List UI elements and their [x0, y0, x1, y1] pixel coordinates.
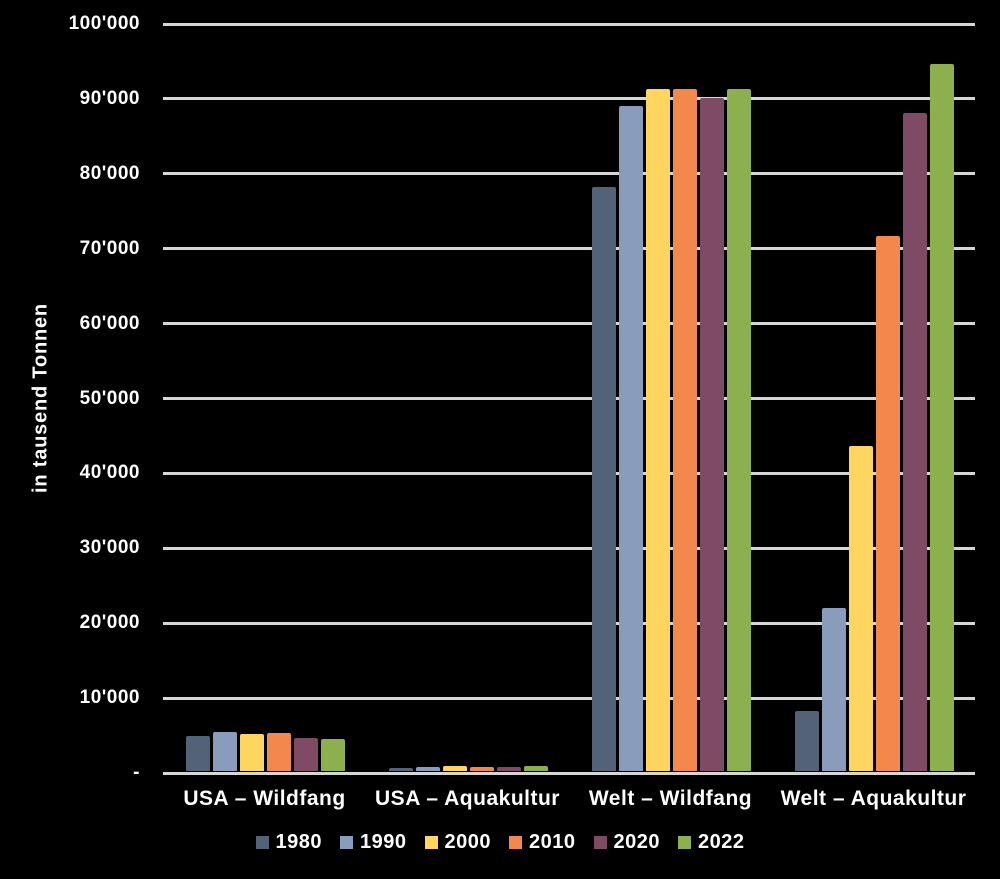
y-tick-label: 50'000 [79, 387, 140, 409]
y-tick-label: 20'000 [79, 612, 140, 634]
legend-label: 2000 [444, 831, 491, 853]
legend-swatch-icon [340, 835, 353, 849]
bar-1990-2 [415, 767, 440, 771]
x-category-label: Welt – Wildfang [588, 787, 753, 810]
legend-item-2022: 2022 [678, 831, 745, 853]
bar-1990-4 [821, 607, 846, 771]
bar-2020-1 [293, 738, 318, 771]
bar-1990-3 [618, 105, 643, 771]
bar-2000-1 [239, 734, 264, 771]
x-axis-baseline [163, 771, 975, 775]
legend-swatch-icon [678, 835, 691, 849]
legend-label: 2022 [698, 831, 745, 853]
gridline [163, 621, 975, 625]
legend-label: 1990 [360, 831, 407, 853]
legend-item-2020: 2020 [593, 831, 661, 853]
bar-2010-1 [266, 732, 291, 771]
bar-2022-1 [320, 739, 345, 771]
y-tick-label: 70'000 [79, 237, 140, 259]
y-tick-label: 10'000 [79, 687, 140, 709]
gridline [163, 22, 975, 26]
gridline [163, 97, 975, 101]
plot-area [163, 22, 975, 775]
gridline [163, 172, 975, 176]
bar-1980-1 [185, 735, 210, 771]
legend-item-1980: 1980 [255, 831, 323, 853]
bar-2000-3 [645, 89, 670, 771]
gridline [163, 322, 975, 326]
gridline [163, 696, 975, 700]
legend-item-2010: 2010 [509, 831, 576, 853]
y-tick-label: 40'000 [79, 462, 140, 484]
bar-2022-4 [929, 63, 954, 771]
y-tick-label: 30'000 [79, 537, 140, 559]
bar-1980-2 [388, 768, 413, 771]
legend: 1980 1990 2000 2010 2020 2022 [0, 831, 1000, 853]
bar-2020-3 [699, 98, 724, 771]
gridline [163, 397, 975, 400]
legend-label: 1980 [275, 831, 322, 853]
y-tick-label: 90'000 [79, 87, 140, 109]
y-tick-label: 60'000 [79, 312, 140, 334]
x-category-label: USA – Aquakultur [375, 787, 560, 810]
bar-2010-3 [672, 88, 697, 771]
legend-item-1990: 1990 [340, 831, 407, 853]
x-category-label: Welt – Aquakultur [780, 787, 967, 810]
bar-2020-2 [496, 767, 521, 771]
legend-label: 2020 [613, 831, 660, 853]
bar-2010-4 [875, 236, 900, 771]
legend-swatch-icon [424, 835, 438, 849]
bar-1980-4 [794, 711, 819, 771]
legend-item-2000: 2000 [424, 831, 492, 853]
legend-swatch-icon [593, 835, 607, 849]
legend-swatch-icon [509, 835, 522, 849]
y-tick-label: 80'000 [79, 162, 140, 184]
x-category-label: USA – Wildfang [183, 787, 346, 810]
bar-2022-3 [726, 89, 751, 771]
bar-2000-2 [442, 766, 467, 771]
y-tick-label: - [133, 762, 140, 783]
bar-2022-2 [523, 766, 548, 771]
gridline [163, 471, 975, 475]
gridline [163, 546, 975, 550]
bar-2000-4 [848, 445, 873, 771]
legend-swatch-icon [255, 835, 269, 849]
gridline [163, 247, 975, 251]
bar-2020-4 [902, 113, 927, 771]
bar-1980-3 [591, 186, 616, 771]
bar-2010-2 [469, 767, 494, 771]
bar-1990-1 [212, 732, 237, 771]
y-tick-label: 100'000 [68, 13, 140, 34]
legend-label: 2010 [529, 831, 576, 853]
